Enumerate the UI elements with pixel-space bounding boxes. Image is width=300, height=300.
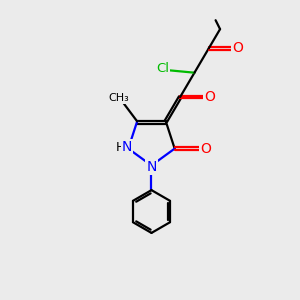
Text: O: O: [232, 41, 243, 56]
Text: O: O: [204, 90, 215, 104]
Text: N: N: [122, 140, 132, 154]
Text: O: O: [200, 142, 211, 156]
Text: N: N: [146, 160, 157, 174]
Text: H: H: [115, 141, 125, 154]
Text: Cl: Cl: [156, 62, 169, 75]
Text: CH₃: CH₃: [108, 93, 129, 103]
